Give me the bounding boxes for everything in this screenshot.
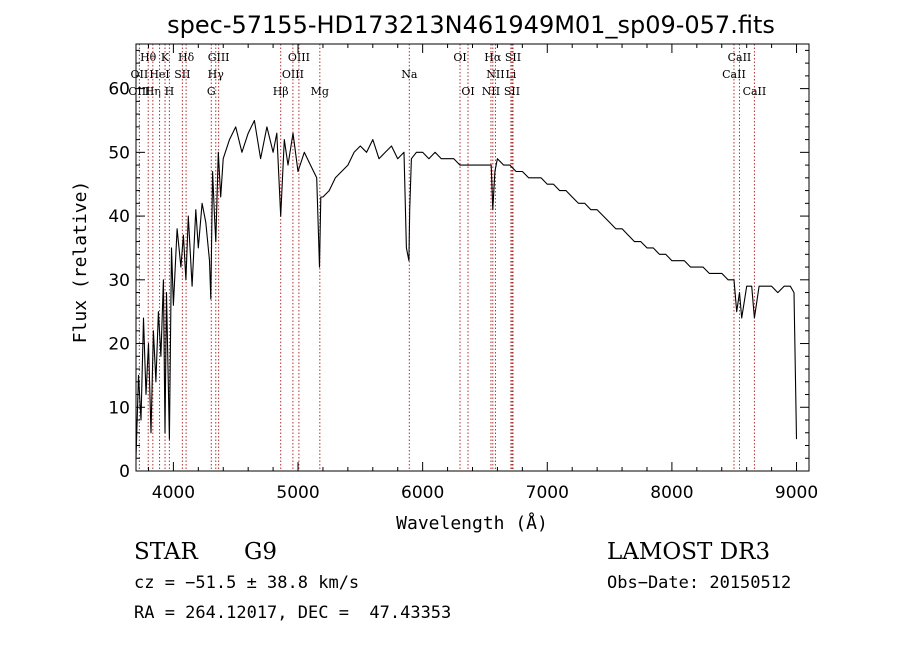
- line-marker-label: Hα: [484, 51, 502, 64]
- line-marker-label: Hβ: [273, 85, 289, 98]
- x-tick-label: 6000: [401, 483, 444, 503]
- spectrum-series: [135, 119, 798, 459]
- line-marker-label: Li: [505, 68, 516, 81]
- spectrum-line: [135, 119, 798, 459]
- line-marker-label: Mg: [311, 85, 329, 98]
- y-tick-label: 50: [108, 143, 130, 163]
- survey-name: LAMOST DR3: [607, 539, 771, 565]
- line-marker-label: OIII: [288, 51, 310, 64]
- coordinates: RA = 264.12017, DEC = 47.43353: [134, 603, 452, 623]
- line-marker-label: Na: [401, 68, 418, 81]
- line-marker-label: H: [165, 85, 175, 98]
- y-tick-label: 60: [108, 80, 130, 100]
- y-axis: 0 10 20 30 40 50 60: [108, 49, 809, 482]
- line-marker-label: Hδ: [178, 51, 195, 64]
- observation-date: Obs−Date: 20150512: [607, 573, 792, 593]
- line-marker-label: Hγ: [208, 68, 225, 81]
- y-tick-label: 0: [119, 462, 130, 482]
- x-tick-label: 5000: [276, 483, 319, 503]
- line-marker-label: Hη: [145, 85, 161, 98]
- line-marker-label: SII: [505, 51, 521, 64]
- x-tick-label: 8000: [650, 483, 693, 503]
- y-tick-label: 20: [108, 335, 130, 355]
- x-tick-label: 9000: [775, 483, 818, 503]
- line-marker-label: OI: [453, 51, 466, 64]
- line-marker-label: NII: [482, 85, 500, 98]
- y-axis-label: Flux (relative): [70, 181, 91, 344]
- object-type: STAR: [134, 539, 198, 565]
- line-marker-label: SII: [504, 85, 520, 98]
- line-marker-label: CaII: [722, 68, 746, 81]
- line-marker-label: NII: [486, 68, 504, 81]
- line-marker-label: OIII: [282, 68, 304, 81]
- y-tick-label: 10: [108, 398, 130, 418]
- line-marker-label: CaII: [728, 51, 752, 64]
- line-marker-label: SII: [174, 68, 190, 81]
- x-axis: 4000 5000 6000 7000 8000 9000: [147, 44, 818, 503]
- line-marker-label: OII: [131, 68, 149, 81]
- line-marker-label: OI: [461, 85, 474, 98]
- line-marker-label: HeI: [149, 68, 169, 81]
- line-marker-label: G: [207, 85, 216, 98]
- x-tick-label: 4000: [152, 483, 195, 503]
- spectral-subclass: G9: [244, 539, 278, 565]
- y-tick-label: 40: [108, 207, 130, 227]
- line-marker-label: K: [161, 51, 170, 64]
- redshift-velocity: cz = −51.5 ± 38.8 km/s: [134, 573, 360, 593]
- line-marker-label: CaII: [743, 85, 767, 98]
- line-marker-label: Hθ: [140, 51, 157, 64]
- line-marker-label: GIII: [208, 51, 230, 64]
- x-axis-label: Wavelength (Å): [396, 512, 548, 534]
- chart-title: spec-57155-HD173213N461949M01_sp09-057.f…: [167, 11, 775, 39]
- y-tick-label: 30: [108, 271, 130, 291]
- plot-frame: [135, 43, 810, 472]
- x-tick-label: 7000: [526, 483, 569, 503]
